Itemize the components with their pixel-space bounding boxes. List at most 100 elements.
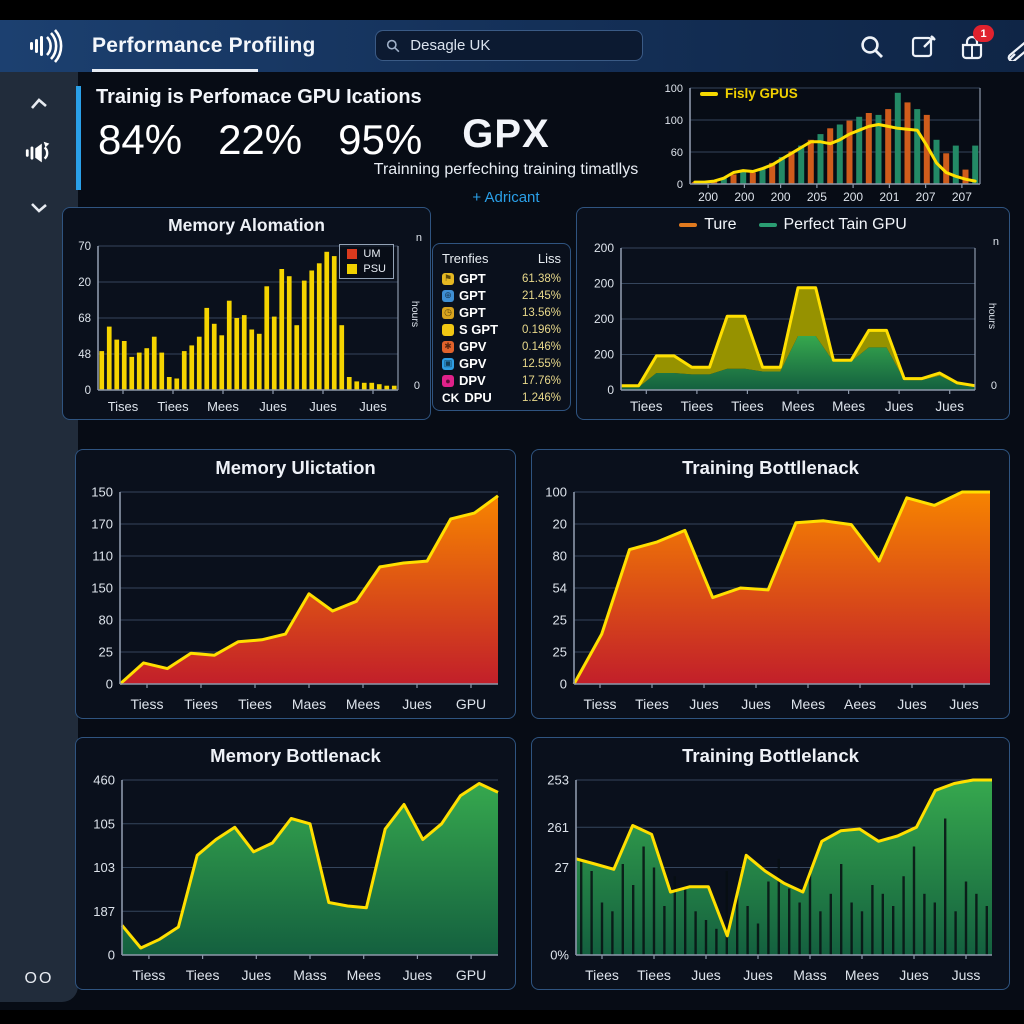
pencil-icon[interactable] [1004,33,1024,61]
memory-alomation-legend: UM PSU [339,244,394,279]
ture-gpu-legend: Ture Perfect Tain GPU [577,216,1009,234]
svg-text:Tiees: Tiees [157,399,189,414]
list-item-label: S GPT [459,322,499,337]
svg-text:Tiees: Tiees [637,967,671,983]
page-title: Trainig is Perfomace GPU Ications [96,86,422,108]
list-item[interactable]: ✱ GPV 0.146% [442,338,561,355]
svg-text:200: 200 [843,190,863,204]
svg-text:207: 207 [916,190,936,204]
svg-text:Tiees: Tiees [630,399,663,414]
list-item-value: 12.55% [521,357,561,370]
svg-text:Tises: Tises [108,399,139,414]
svg-text:Tiees: Tiees [635,696,669,712]
trenfies-col1: Trenfies [442,251,489,266]
svg-text:0: 0 [106,677,113,692]
list-item[interactable]: S GPT 0.196% [442,321,561,338]
svg-text:Jues: Jues [259,399,287,414]
svg-text:Mees: Mees [781,399,814,414]
app-title: Performance Profiling [92,34,316,57]
topbar-search[interactable] [375,30,643,61]
svg-text:100: 100 [665,83,683,95]
svg-text:261: 261 [547,820,569,835]
stat-value: 95% [338,116,423,163]
svg-text:25: 25 [553,645,567,660]
svg-text:20: 20 [553,517,567,532]
svg-text:Mass: Mass [293,967,326,983]
flag-icon: ⚑ [442,272,454,285]
svg-text:Mees: Mees [832,399,865,414]
svg-text:Maes: Maes [292,696,326,712]
svg-text:Mees: Mees [845,967,879,983]
svg-text:Jues: Jues [403,967,433,983]
svg-text:Tiees: Tiees [731,399,764,414]
list-item-label: GPT [459,288,486,303]
memory-alomation-chart: 70 20 68 48 0 Tises Tiees Mees Jues Jues Jues [68,238,406,416]
right-axis-top: n [992,236,999,248]
svg-text:200: 200 [594,241,614,255]
list-item-value: 13.56% [521,306,561,319]
svg-text:Tiess: Tiess [132,967,165,983]
memory-alomation-panel: Memory Alomation 70 20 68 48 0 Tises Tiees Mees… [62,207,431,420]
right-axis-bottom: 0 [990,380,997,392]
training-bottlelanck-chart: 253 261 27 0% Tiees Tiees Jues Jues Mass Mees Jues… [538,772,1004,985]
legend-label: Perfect Tain GPU [783,216,907,233]
list-item[interactable]: ◷ GPT 13.56% [442,304,561,321]
list-item-value: 17.76% [521,374,561,387]
list-item-label: GPV [459,339,487,354]
main-content: OO Trainig is Perfomace GPU Ications 84%… [0,72,1024,1010]
stat-value: 84% [98,116,183,163]
svg-text:200: 200 [594,348,614,362]
panel-title: Memory Alomation [168,215,325,235]
svg-text:105: 105 [93,816,115,831]
chevron-down-icon[interactable] [24,192,54,222]
svg-text:150: 150 [91,581,113,596]
svg-text:Jues: Jues [359,399,387,414]
list-item-value: 1.246% [521,391,561,404]
svg-text:Jues: Jues [741,696,771,712]
svg-text:200: 200 [698,190,718,204]
panel-title: Training Bottlelanck [682,745,859,766]
svg-text:48: 48 [78,349,91,361]
adricant-link[interactable]: + Adricant [472,189,540,206]
svg-text:0: 0 [677,179,683,191]
right-axis-label: hours [408,300,421,328]
dot-icon: ● [442,374,454,387]
list-item-label: GPT [459,271,486,286]
compose-icon[interactable] [910,33,938,61]
bag-glyph-icon [961,35,983,60]
gpu-history-chart: 100 100 60 0 200 200 200 205 200 201 207 207 [660,80,994,206]
memory-bottlenack-chart: 460 105 103 187 0 Tiess Tiees Jues Mass Mees Jues G… [82,772,510,985]
search-input[interactable] [408,36,632,55]
training-bottlelanck-panel: Training Bottlelanck 253 261 27 0% Tiees Tiee… [531,737,1010,990]
trenfies-col2: Liss [537,251,561,266]
svg-text:Mass: Mass [793,967,826,983]
list-item[interactable]: ⚑ GPT 61.38% [442,270,561,287]
gpx-block: GPX Trainning perfeching training timatl… [330,112,682,206]
chevron-up-icon[interactable] [24,90,54,120]
svg-text:110: 110 [92,549,113,564]
list-item[interactable]: ▣ GPV 12.55% [442,355,561,372]
svg-text:Jues: Jues [309,399,337,414]
list-item-value: 0.196% [521,323,561,336]
svg-text:201: 201 [879,190,899,204]
bag-icon[interactable]: 1 [957,25,994,63]
gpu-history-legend: Fisly GPUS [700,86,798,101]
memory-bottlenack-panel: Memory Bottlenack 460 105 103 187 0 Tiess Tiee… [75,737,516,990]
right-axis-top: n [415,232,422,244]
memory-ulictation-panel: Memory Ulictation 150 170 110 150 80 25 0 Tiess… [75,449,516,719]
sidebar-bottom-label[interactable]: OO [24,970,54,987]
list-item[interactable]: ● DPV 17.76% [442,372,561,389]
svg-text:Aees: Aees [844,696,876,712]
search-icon[interactable] [858,33,886,61]
list-item[interactable]: CK DPU 1.246% [442,389,561,406]
svg-text:Mees: Mees [346,696,380,712]
svg-text:Tiess: Tiess [131,696,164,712]
list-item[interactable]: ⊕ GPT 21.45% [442,287,561,304]
legend-swatch [700,91,718,96]
svg-text:GPU: GPU [456,696,486,712]
speaker-icon[interactable] [24,138,54,168]
svg-text:54: 54 [553,581,567,596]
svg-text:187: 187 [93,904,115,919]
svg-text:Jues: Jues [691,967,721,983]
svg-text:200: 200 [594,277,614,291]
